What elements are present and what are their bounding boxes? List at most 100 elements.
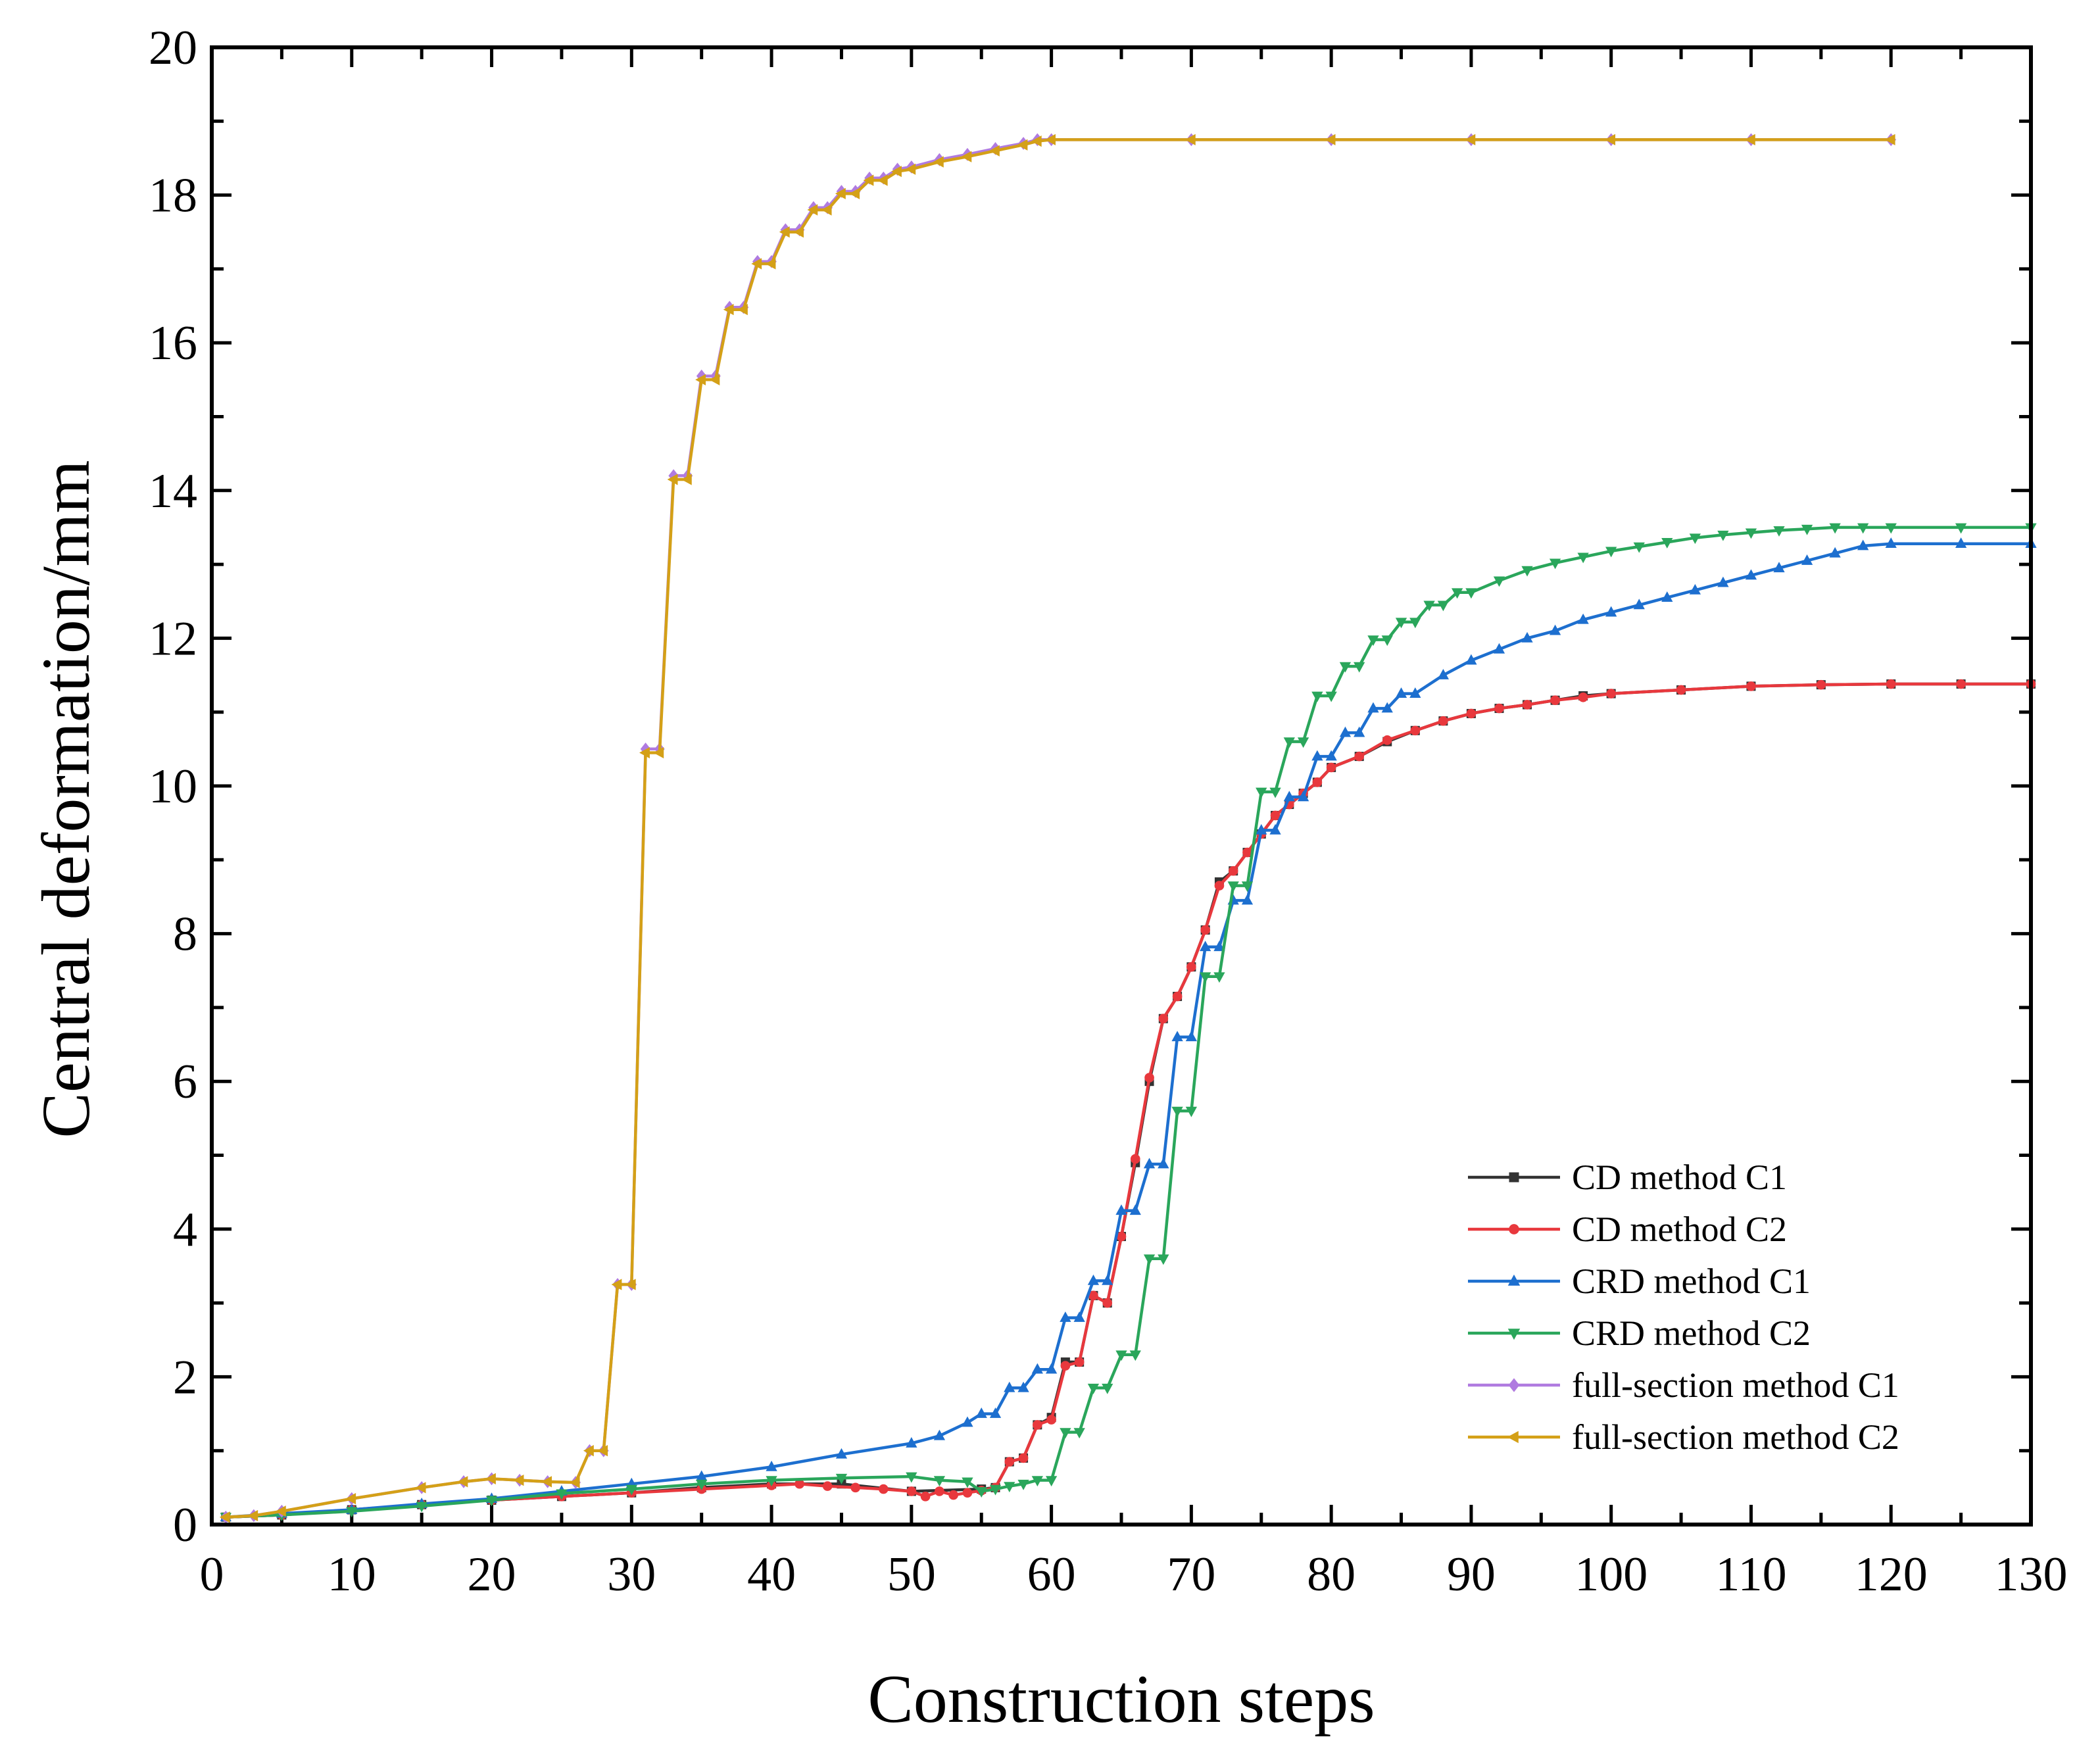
data-point: [933, 1476, 946, 1487]
data-point: [1745, 528, 1757, 539]
data-point: [1158, 1158, 1169, 1169]
data-point: [219, 1511, 230, 1523]
data-point: [1017, 139, 1028, 151]
data-point: [1466, 708, 1477, 719]
x-axis-title: Construction steps: [867, 1661, 1375, 1737]
y-tick-label: 8: [173, 908, 197, 962]
data-point: [1172, 991, 1183, 1002]
series-line: [226, 526, 2031, 1519]
data-point: [639, 746, 650, 759]
legend: CD method C1 CD method C2 CRD method C1 CRD…: [1468, 1158, 1899, 1457]
data-point: [1115, 1350, 1127, 1361]
data-point: [1633, 542, 1645, 553]
legend-label: full-section method C1: [1572, 1365, 1899, 1405]
data-point: [1200, 925, 1210, 935]
data-point: [975, 1407, 987, 1418]
data-point: [948, 1490, 959, 1500]
x-tick-label: 10: [328, 1548, 376, 1601]
data-point: [1465, 588, 1477, 599]
data-point: [1661, 591, 1673, 602]
data-point: [556, 1489, 568, 1500]
x-tick-label: 60: [1027, 1548, 1076, 1601]
data-point: [1130, 1154, 1140, 1164]
legend-marker: [1507, 1274, 1521, 1286]
series-2: [220, 537, 2037, 1522]
data-point: [275, 1505, 286, 1517]
legend-label: CRD method C2: [1572, 1313, 1811, 1353]
data-point: [1311, 691, 1323, 702]
data-point: [1144, 1073, 1154, 1083]
data-point: [1605, 134, 1616, 146]
data-point: [1158, 1254, 1169, 1265]
data-point: [1115, 1204, 1127, 1215]
data-point: [1381, 702, 1393, 713]
data-point: [1158, 1014, 1169, 1024]
data-point: [1184, 134, 1196, 146]
data-point: [1746, 681, 1756, 691]
data-point: [1437, 600, 1450, 612]
x-tick-label: 80: [1307, 1548, 1355, 1601]
data-point: [1354, 662, 1365, 673]
data-point: [822, 1481, 833, 1491]
data-point: [906, 1486, 917, 1496]
y-tick-label: 10: [149, 760, 197, 814]
data-point: [1409, 687, 1421, 698]
data-point: [1031, 1363, 1043, 1374]
data-point: [1381, 635, 1393, 647]
data-point: [1045, 1476, 1058, 1487]
data-point: [1004, 1381, 1015, 1392]
data-point: [779, 226, 790, 238]
data-point: [1270, 810, 1281, 821]
data-point: [1102, 1298, 1113, 1308]
data-point: [877, 174, 888, 186]
data-point: [1087, 1383, 1100, 1394]
data-point: [681, 474, 692, 485]
data-point: [1801, 554, 1813, 565]
legend-marker: [1508, 1378, 1520, 1392]
data-point: [1857, 539, 1869, 550]
data-point: [1200, 972, 1211, 983]
data-point: [935, 1486, 944, 1496]
data-point: [1801, 524, 1813, 535]
x-tick-label: 0: [200, 1548, 224, 1601]
data-point: [961, 151, 972, 162]
data-point: [1367, 702, 1379, 713]
y-tick-label: 18: [149, 169, 197, 223]
data-point: [975, 1487, 987, 1498]
data-point: [1689, 533, 1701, 545]
data-point: [1549, 558, 1561, 570]
data-point: [1465, 134, 1476, 146]
data-point: [878, 1484, 889, 1494]
legend-label: CD method C1: [1572, 1158, 1787, 1197]
data-point: [1886, 679, 1896, 689]
data-point: [1129, 1204, 1141, 1215]
data-point: [1186, 962, 1196, 972]
data-point: [1060, 1311, 1071, 1322]
data-point: [1829, 523, 1841, 534]
data-point: [1717, 530, 1729, 541]
data-point: [989, 145, 1000, 157]
data-point: [653, 746, 664, 759]
data-point: [962, 1488, 973, 1498]
data-point: [1354, 726, 1365, 737]
data-point: [850, 1482, 861, 1493]
y-tick-label: 0: [173, 1498, 197, 1552]
data-point: [415, 1482, 426, 1494]
data-point: [1269, 823, 1281, 835]
data-point: [1521, 566, 1533, 577]
data-point: [1004, 1457, 1015, 1467]
data-point: [1829, 547, 1841, 558]
data-point: [625, 1484, 637, 1496]
x-tick-label: 130: [1995, 1548, 2068, 1601]
data-point: [1956, 679, 1966, 689]
series-1: [220, 679, 2036, 1523]
series-3: [220, 523, 2037, 1524]
data-point: [1521, 631, 1533, 643]
data-point: [1438, 716, 1448, 726]
y-axis-title: Central deformation/mm: [28, 460, 104, 1138]
data-point: [723, 304, 734, 316]
series-line: [226, 138, 1892, 1519]
y-tick-label: 14: [149, 464, 197, 518]
data-point: [1143, 1254, 1156, 1265]
